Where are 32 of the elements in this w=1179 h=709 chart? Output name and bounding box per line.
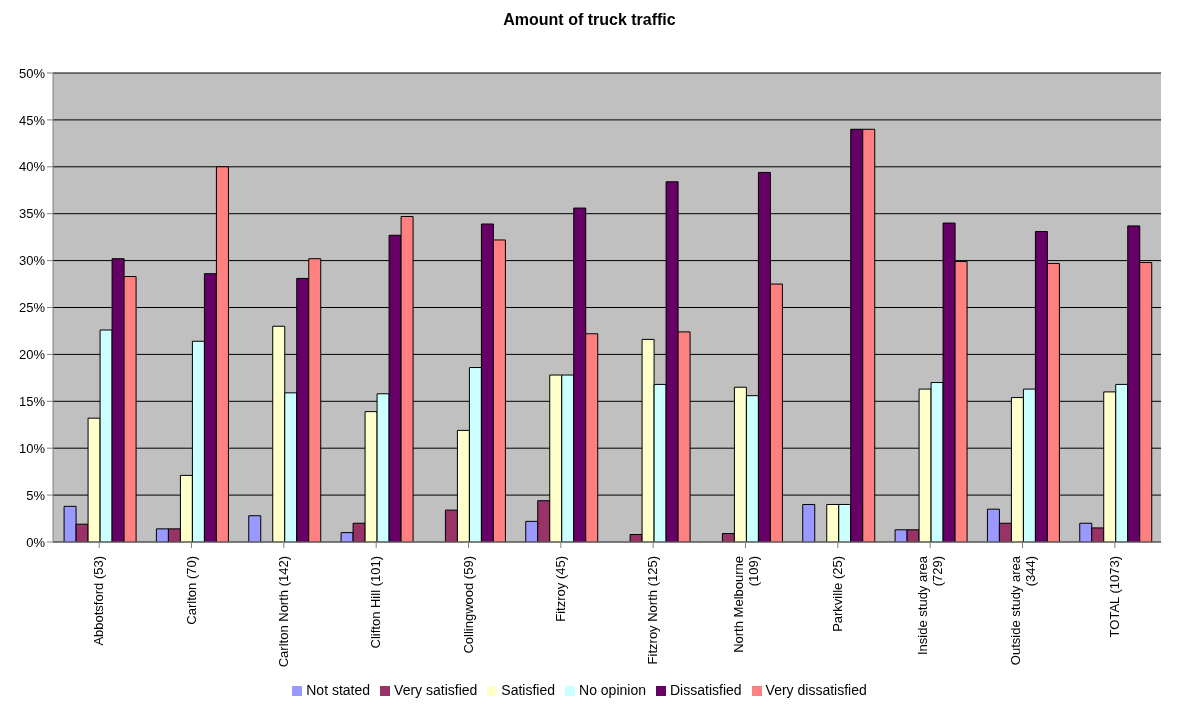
x-tick-label: Carlton (70) [183, 556, 199, 625]
x-tick-label: North Melbourne (109) [730, 556, 761, 653]
x-tick-label: TOTAL (1073) [1106, 556, 1122, 638]
y-tick-label: 5% [26, 487, 46, 503]
y-tick-label: 20% [18, 347, 46, 363]
y-tick-label: 40% [18, 159, 46, 175]
bar [802, 503, 816, 542]
x-tick-label: Abbotsford (53) [91, 556, 107, 646]
x-tick-label: Collingwood (59) [460, 556, 476, 654]
bar [248, 515, 262, 542]
x-tick-label: Clifton Hill (101) [368, 556, 384, 649]
x-tick-label: Outside study area (344) [1007, 555, 1038, 666]
y-tick-label: 45% [18, 112, 46, 128]
legend-label: Very dissatisfied [765, 682, 867, 698]
chart-title: Amount of truck traffic [502, 10, 677, 30]
legend-label: No opinion [579, 682, 646, 698]
y-tick-label: 30% [18, 253, 46, 269]
legend-label: Very satisfied [394, 682, 478, 698]
x-tick-label: Parkville (25) [829, 556, 845, 632]
y-tick-label: 0% [26, 534, 46, 550]
y-tick-label: 50% [18, 65, 46, 81]
y-tick-label: 25% [18, 300, 46, 316]
y-tick-label: 35% [18, 206, 46, 222]
legend-label: Not stated [306, 682, 371, 698]
x-tick-label: Inside study area (729) [915, 555, 946, 656]
y-tick-label: 15% [18, 393, 46, 409]
legend-label: Dissatisfied [669, 682, 742, 698]
x-tick-label: Fitzroy (45) [552, 556, 568, 622]
y-tick-label: 10% [18, 440, 46, 456]
x-tick-label: Fitzroy North (125) [645, 556, 661, 665]
legend-label: Satisfied [501, 682, 556, 698]
x-tick-label: Carlton North (142) [275, 556, 291, 668]
